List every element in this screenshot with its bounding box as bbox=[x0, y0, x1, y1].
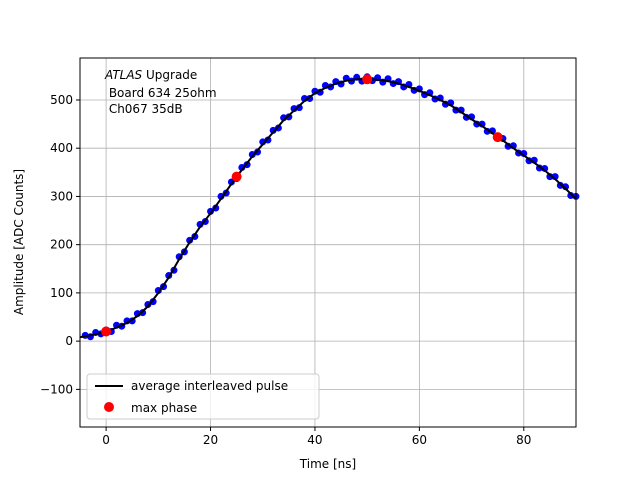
sample-point bbox=[567, 191, 575, 199]
y-tick-label: 100 bbox=[50, 286, 73, 300]
y-tick-label: 200 bbox=[50, 238, 73, 252]
x-tick-label: 60 bbox=[412, 433, 427, 447]
annotation-channel: Ch067 35dB bbox=[105, 102, 183, 116]
x-tick-label: 0 bbox=[102, 433, 110, 447]
sample-point bbox=[248, 150, 256, 158]
y-tick-label: 300 bbox=[50, 189, 73, 203]
max-phase-point bbox=[101, 326, 112, 337]
x-tick-label: 20 bbox=[203, 433, 218, 447]
legend: average interleaved pulse max phase bbox=[86, 373, 320, 420]
sample-point bbox=[295, 104, 303, 112]
y-tick-label: 400 bbox=[50, 141, 73, 155]
annotation-board: Board 634 25ohm bbox=[105, 86, 217, 100]
annotation-upgrade: Upgrade bbox=[142, 68, 197, 82]
sample-point bbox=[290, 105, 298, 113]
legend-dot-swatch bbox=[104, 402, 114, 412]
x-axis-label: Time [ns] bbox=[299, 457, 356, 471]
x-tick-label: 40 bbox=[307, 433, 322, 447]
annotation-atlas: ATLAS bbox=[104, 68, 143, 82]
x-tick-label: 80 bbox=[516, 433, 531, 447]
plot-frame bbox=[79, 57, 577, 428]
y-tick-label: 500 bbox=[50, 93, 73, 107]
y-tick-label: −100 bbox=[40, 382, 73, 396]
legend-max-phase: max phase bbox=[131, 401, 197, 415]
max-phase-point bbox=[492, 132, 503, 143]
legend-box bbox=[86, 373, 320, 420]
max-phase-point bbox=[231, 171, 242, 182]
max-phase-point bbox=[362, 74, 373, 85]
sample-point bbox=[269, 126, 277, 134]
y-axis-label: Amplitude [ADC Counts] bbox=[12, 169, 26, 315]
max-phase-points bbox=[101, 74, 503, 337]
sample-point bbox=[562, 183, 570, 191]
y-tick-label: 0 bbox=[65, 334, 73, 348]
average-pulse-line bbox=[79, 78, 577, 339]
ticks: 0 20 40 60 80 −100 0 100 200 300 400 500 bbox=[40, 93, 531, 447]
legend-average: average interleaved pulse bbox=[131, 379, 288, 393]
annotation: ATLAS Upgrade bbox=[104, 68, 197, 82]
